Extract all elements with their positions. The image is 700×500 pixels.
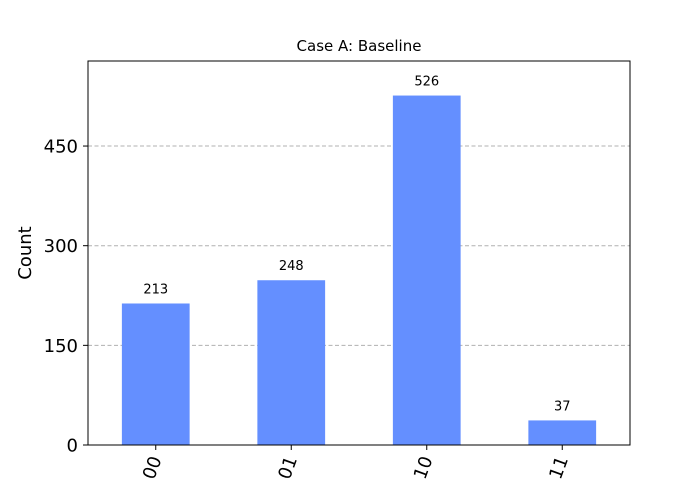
data-labels: 213 248 526 37 xyxy=(143,75,570,415)
grid-lines xyxy=(88,145,630,346)
y-tick-label: 0 xyxy=(67,436,78,457)
plot-frame xyxy=(87,60,631,446)
data-label-10: 526 xyxy=(414,75,439,90)
bar-11 xyxy=(528,420,597,445)
y-tick-label: 300 xyxy=(44,236,78,257)
bar-10 xyxy=(392,95,461,445)
chart-title: Case A: Baseline xyxy=(297,37,422,55)
data-label-01: 248 xyxy=(279,259,304,274)
data-label-00: 213 xyxy=(143,282,168,297)
y-tick-label: 450 xyxy=(44,137,78,158)
x-tick-label-01: 01 xyxy=(274,454,302,483)
x-axis-ticks: 00 01 10 11 xyxy=(139,445,573,482)
y-axis-ticks: 0 150 300 450 xyxy=(44,137,88,457)
y-tick-label: 150 xyxy=(44,336,78,357)
x-tick-label-00: 00 xyxy=(139,454,167,483)
bar-01 xyxy=(257,280,326,445)
y-axis-label: Count xyxy=(15,226,36,279)
data-label-11: 37 xyxy=(554,399,571,414)
x-tick-label-11: 11 xyxy=(545,454,573,483)
bars xyxy=(121,95,597,445)
x-tick-label-10: 10 xyxy=(410,454,438,483)
bar-00 xyxy=(121,303,190,445)
